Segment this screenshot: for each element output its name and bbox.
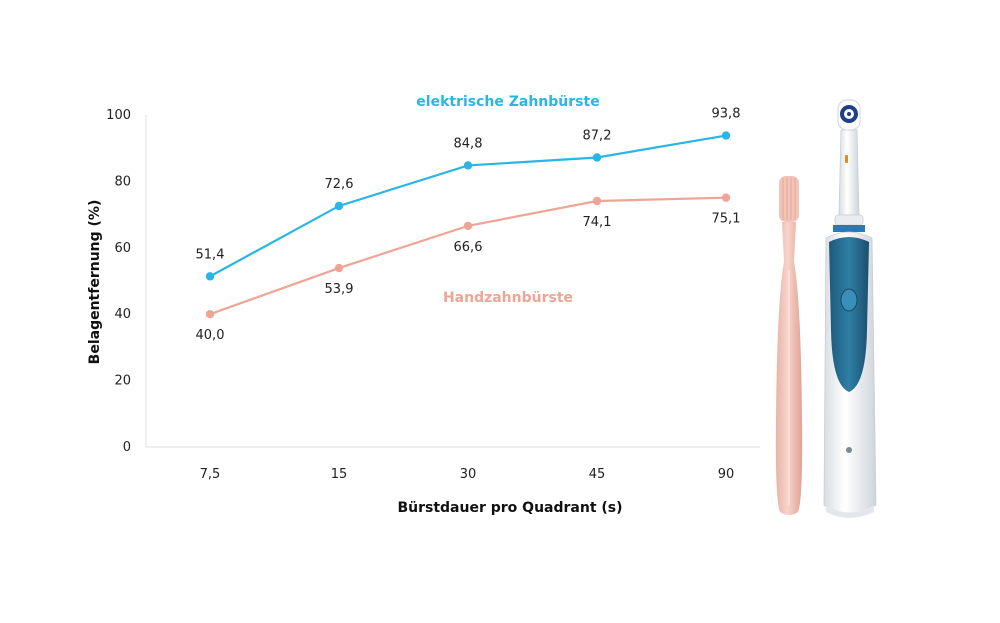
legend-electric: elektrische Zahnbürste <box>416 94 599 110</box>
data-point <box>334 201 344 211</box>
y-tick-label: 40 <box>114 307 131 322</box>
data-label: 66,6 <box>454 240 483 255</box>
axes <box>145 115 760 448</box>
data-label: 93,8 <box>712 107 741 122</box>
data-label: 84,8 <box>454 136 483 151</box>
y-tick-label: 100 <box>106 108 131 123</box>
data-point <box>721 193 731 202</box>
data-point <box>463 221 473 231</box>
x-tick-label: 15 <box>331 467 348 482</box>
data-point <box>205 310 215 319</box>
data-label: 87,2 <box>583 128 612 143</box>
data-point <box>721 131 731 140</box>
series-line-0 <box>209 134 727 278</box>
x-ticks: 7,5 15 30 45 90 <box>200 467 735 482</box>
data-label: 53,9 <box>325 282 354 297</box>
x-tick-label: 30 <box>460 467 477 482</box>
data-point <box>463 161 473 170</box>
y-tick-label: 0 <box>123 440 131 455</box>
data-label: 51,4 <box>196 247 225 262</box>
data-label: 40,0 <box>196 328 225 343</box>
data-point <box>592 196 602 206</box>
manual-toothbrush-illustration <box>775 176 803 515</box>
series-group <box>205 131 731 319</box>
data-label: 72,6 <box>325 177 354 192</box>
y-axis-title: Belagentfernung (%) <box>87 200 103 365</box>
x-tick-label: 7,5 <box>200 467 221 482</box>
electric-toothbrush-illustration <box>823 99 877 518</box>
y-tick-label: 80 <box>114 174 131 189</box>
x-axis-title: Bürstdauer pro Quadrant (s) <box>397 500 622 516</box>
y-tick-label: 20 <box>114 374 131 389</box>
x-tick-label: 45 <box>589 467 606 482</box>
x-tick-label: 90 <box>718 467 735 482</box>
data-point <box>592 153 602 162</box>
data-label: 74,1 <box>583 215 612 230</box>
data-point <box>334 263 344 273</box>
data-point <box>205 272 215 281</box>
y-tick-label: 60 <box>114 241 131 256</box>
data-labels: 51,4 72,6 84,8 87,2 93,8 40,0 53,9 66,6 74,1 75,1 <box>196 107 741 344</box>
y-ticks: 0 20 40 60 80 100 <box>106 108 131 455</box>
data-label: 75,1 <box>712 212 741 227</box>
legend-manual: Handzahnbürste <box>443 290 573 306</box>
